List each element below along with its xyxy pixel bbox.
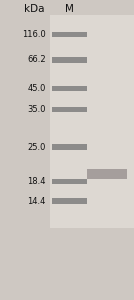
Text: 18.4: 18.4 [27, 177, 46, 186]
Text: 66.2: 66.2 [27, 56, 46, 64]
Text: 35.0: 35.0 [27, 105, 46, 114]
FancyBboxPatch shape [52, 32, 87, 37]
Text: 25.0: 25.0 [27, 142, 46, 152]
FancyBboxPatch shape [52, 144, 87, 150]
FancyBboxPatch shape [52, 57, 87, 63]
FancyBboxPatch shape [52, 107, 87, 112]
Text: 14.4: 14.4 [27, 196, 46, 206]
Text: M: M [65, 4, 74, 14]
Text: 45.0: 45.0 [27, 84, 46, 93]
FancyBboxPatch shape [52, 198, 87, 204]
FancyBboxPatch shape [52, 179, 87, 184]
Text: 116.0: 116.0 [22, 30, 46, 39]
Text: kDa: kDa [24, 4, 44, 14]
FancyBboxPatch shape [52, 86, 87, 91]
FancyBboxPatch shape [50, 15, 134, 228]
FancyBboxPatch shape [87, 169, 127, 178]
